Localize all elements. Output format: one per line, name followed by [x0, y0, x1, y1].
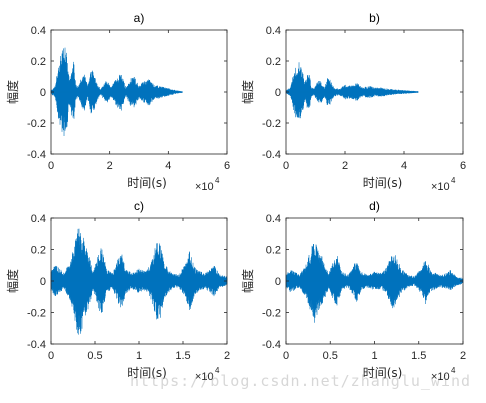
x-tick-label: 0.5: [323, 350, 338, 362]
y-tick-label: -0.4: [27, 339, 46, 351]
x-exponent-label: ×10: [195, 371, 214, 383]
x-exponent-label: ×10: [431, 371, 450, 383]
x-tick-label: 4: [165, 160, 171, 172]
y-axis-label: 幅度: [240, 80, 255, 104]
x-tick-label: 1.5: [175, 350, 190, 362]
y-tick-label: -0.4: [262, 339, 281, 351]
x-tick-label: 6: [224, 160, 230, 172]
subplot-title: a): [134, 11, 145, 25]
y-tick-label: 0.2: [31, 245, 46, 257]
y-tick-label: -0.2: [27, 308, 46, 320]
x-tick-label: 0: [48, 350, 54, 362]
x-tick-label: 0: [48, 160, 54, 172]
y-tick-label: 0: [275, 276, 281, 288]
x-tick-label: 1: [371, 350, 377, 362]
y-tick-label: 0.2: [266, 56, 281, 68]
y-tick-label: 0: [275, 87, 281, 99]
watermark-text: https://blog.csdn.net/zhanglu_wind: [130, 372, 472, 390]
y-tick-label: 0.4: [31, 25, 46, 37]
y-tick-label: 0.4: [31, 213, 46, 225]
subplot-title: b): [369, 11, 380, 25]
x-tick-label: 2: [224, 350, 230, 362]
subplot-c: -0.4 -0.2 0 0.2 0.4 0 0.5 1 1.5 2 c) 时间(s) ×104 幅度: [5, 199, 230, 383]
x-tick-label: 0.5: [87, 350, 102, 362]
waveform-line: [50, 228, 228, 335]
x-axis-label: 时间(s): [127, 366, 167, 380]
x-axis-label: 时间(s): [363, 366, 403, 380]
y-axis-label: 幅度: [5, 269, 20, 293]
x-exponent-power: 4: [451, 176, 456, 185]
x-tick-label: 4: [401, 160, 407, 172]
x-exponent-power: 4: [215, 366, 220, 375]
x-tick-label: 2: [460, 350, 466, 362]
y-axis-label: 幅度: [240, 269, 255, 293]
subplot-title: d): [369, 199, 380, 213]
y-tick-label: 0.4: [266, 213, 281, 225]
y-tick-label: -0.2: [262, 118, 281, 130]
y-axis-label: 幅度: [5, 80, 20, 104]
x-axis-label: 时间(s): [363, 176, 403, 190]
y-tick-label: 0.2: [31, 56, 46, 68]
y-tick-label: 0.4: [266, 25, 281, 37]
x-exponent-label: ×10: [195, 181, 214, 193]
y-tick-label: 0.2: [266, 245, 281, 257]
x-tick-label: 1.5: [411, 350, 426, 362]
x-tick-label: 0: [283, 160, 289, 172]
y-tick-label: -0.2: [262, 308, 281, 320]
y-tick-label: -0.4: [27, 149, 46, 161]
x-tick-label: 2: [342, 160, 348, 172]
subplot-d: -0.4 -0.2 0 0.2 0.4 0 0.5 1 1.5 2 d) 时间(s) ×104 幅度: [240, 199, 466, 383]
x-tick-label: 6: [460, 160, 466, 172]
x-axis-label: 时间(s): [127, 176, 167, 190]
x-tick-label: 0: [283, 350, 289, 362]
y-tick-label: -0.4: [262, 149, 281, 161]
waveform-line: [285, 243, 464, 323]
x-exponent-power: 4: [451, 366, 456, 375]
subplot-title: c): [134, 199, 144, 213]
x-tick-label: 1: [136, 350, 142, 362]
y-tick-label: 0: [40, 276, 46, 288]
x-tick-label: 2: [107, 160, 113, 172]
y-tick-label: 0: [40, 87, 46, 99]
x-exponent-power: 4: [215, 176, 220, 185]
y-tick-label: -0.2: [27, 118, 46, 130]
x-exponent-label: ×10: [431, 181, 450, 193]
